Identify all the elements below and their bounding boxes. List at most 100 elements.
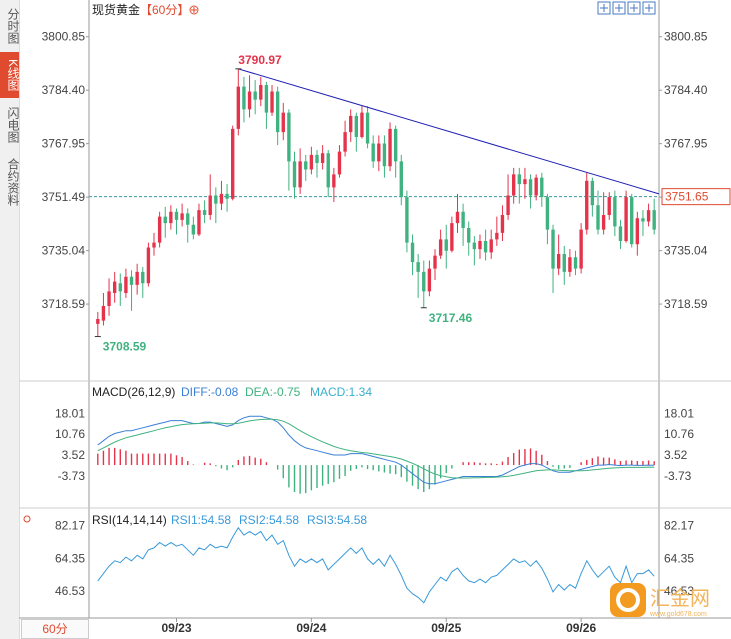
- current-price-label: 3751.65: [665, 190, 709, 204]
- candle: [450, 223, 454, 251]
- macd-dea-line: [97, 418, 655, 479]
- current-price-box: [661, 188, 731, 206]
- candle: [562, 254, 566, 272]
- candle: [180, 213, 184, 220]
- low-annotation: 3717.46: [429, 311, 473, 325]
- period-select[interactable]: 60分: [21, 619, 89, 639]
- macd-tick-left: 3.52: [62, 448, 86, 462]
- candle: [461, 211, 465, 228]
- candle: [118, 283, 122, 292]
- macd-diff-label: DIFF:-0.08: [181, 385, 239, 399]
- sidebar-tab-1[interactable]: K线图: [0, 52, 20, 98]
- macd-tick-right: 10.76: [664, 427, 694, 441]
- candle: [613, 197, 617, 227]
- candle: [96, 319, 100, 324]
- candle: [635, 218, 640, 245]
- candle: [202, 210, 207, 215]
- rsi-tick-left: 46.53: [55, 584, 85, 598]
- candle: [146, 247, 151, 284]
- candle: [174, 211, 179, 220]
- y-tick-left: 3784.40: [42, 83, 86, 97]
- candle: [489, 239, 493, 253]
- candle: [393, 128, 398, 162]
- candle: [652, 210, 656, 230]
- candle: [208, 195, 212, 215]
- candle: [129, 276, 134, 285]
- candle: [556, 254, 561, 269]
- candle: [163, 216, 167, 224]
- candle: [287, 112, 291, 162]
- macd-tick-left: -3.73: [58, 469, 86, 483]
- candle: [365, 112, 370, 144]
- y-tick-right: 3718.59: [664, 297, 708, 311]
- candle: [641, 218, 645, 222]
- candle: [438, 239, 443, 256]
- candle: [326, 153, 330, 188]
- candle: [590, 180, 595, 206]
- candle: [225, 193, 229, 199]
- candle: [101, 306, 106, 321]
- candle: [298, 161, 302, 188]
- candle: [540, 177, 544, 198]
- candle: [607, 197, 611, 215]
- candle: [112, 281, 117, 293]
- candle: [427, 268, 432, 292]
- candle: [332, 174, 336, 188]
- candle: [253, 91, 257, 100]
- candle: [500, 215, 505, 233]
- rsi1-label: RSI1:54.58: [171, 513, 231, 527]
- candle: [506, 195, 510, 215]
- y-tick-right: 3800.85: [664, 30, 708, 44]
- chart-period: 【60分】: [140, 3, 189, 17]
- candle: [455, 211, 460, 224]
- candle: [601, 215, 606, 230]
- candle: [523, 179, 527, 185]
- rsi-tick-left: 64.35: [55, 551, 85, 565]
- candle: [343, 132, 347, 152]
- candle: [354, 115, 359, 137]
- macd-tick-right: 3.52: [664, 448, 688, 462]
- candle: [630, 197, 634, 245]
- add-indicator-icon: [189, 5, 199, 15]
- logo: 汇金网 www.gold678.com: [610, 583, 728, 622]
- candle: [568, 257, 572, 272]
- candle: [169, 211, 173, 224]
- candle: [292, 161, 297, 188]
- candle: [534, 177, 538, 196]
- sidebar-tab-0[interactable]: 分时图: [6, 8, 20, 44]
- low-annotation: 3708.59: [103, 340, 147, 354]
- candle: [618, 226, 623, 241]
- high-annotation: 3790.97: [238, 53, 282, 67]
- candle: [382, 143, 387, 167]
- candle: [478, 241, 482, 250]
- candle: [495, 232, 499, 240]
- candle: [219, 193, 224, 204]
- candle: [422, 271, 426, 292]
- macd-diff-line: [97, 415, 655, 485]
- candle: [433, 255, 437, 269]
- candle: [646, 210, 651, 222]
- rsi-tick-right: 64.35: [664, 551, 694, 565]
- sidebar-tab-2[interactable]: 闪电图: [6, 107, 20, 143]
- candle: [377, 143, 381, 162]
- y-tick-right: 3767.95: [664, 137, 708, 151]
- sidebar-tab-3[interactable]: 合约资料: [6, 158, 20, 206]
- candle: [247, 91, 252, 110]
- candle: [214, 195, 218, 204]
- candle: [281, 112, 285, 133]
- candle: [236, 86, 240, 129]
- candle: [585, 180, 589, 230]
- candle: [528, 179, 533, 196]
- macd-label: MACD(26,12,9): [92, 385, 175, 399]
- macd-tick-left: 10.76: [55, 427, 85, 441]
- trend-line: [238, 68, 660, 195]
- candle: [157, 216, 162, 243]
- chart-title: 现货黄金: [92, 2, 140, 17]
- candle: [242, 86, 246, 110]
- x-tick-label: 09/25: [431, 621, 461, 635]
- logo-badge: [610, 583, 646, 617]
- candle: [483, 241, 488, 253]
- x-tick-label: 09/26: [566, 621, 596, 635]
- y-tick-left: 3718.59: [42, 297, 86, 311]
